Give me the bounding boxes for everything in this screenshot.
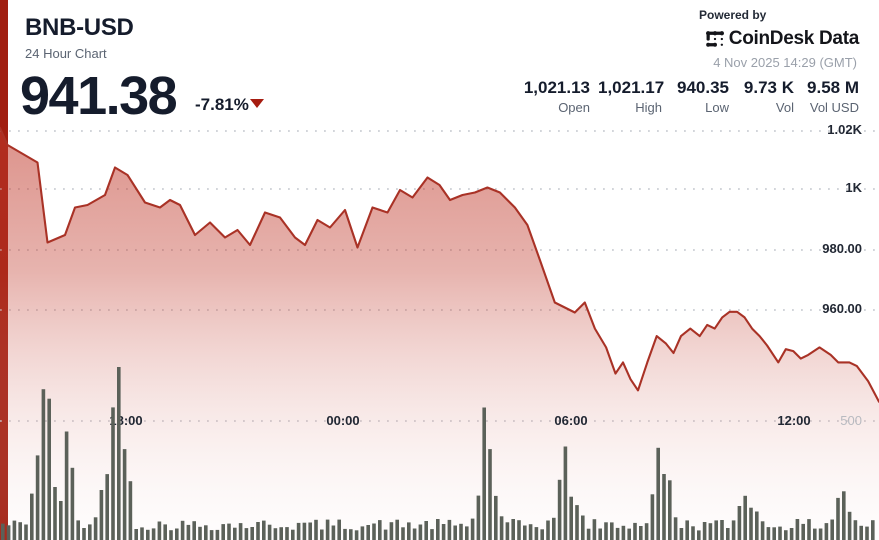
- svg-text:06:00: 06:00: [554, 413, 587, 428]
- svg-text:500: 500: [840, 413, 862, 428]
- svg-text:00:00: 00:00: [326, 413, 359, 428]
- svg-text:960.00: 960.00: [822, 301, 862, 316]
- svg-text:1K: 1K: [845, 180, 862, 195]
- svg-text:12:00: 12:00: [777, 413, 810, 428]
- svg-text:1.02K: 1.02K: [827, 122, 862, 137]
- svg-text:980.00: 980.00: [822, 241, 862, 256]
